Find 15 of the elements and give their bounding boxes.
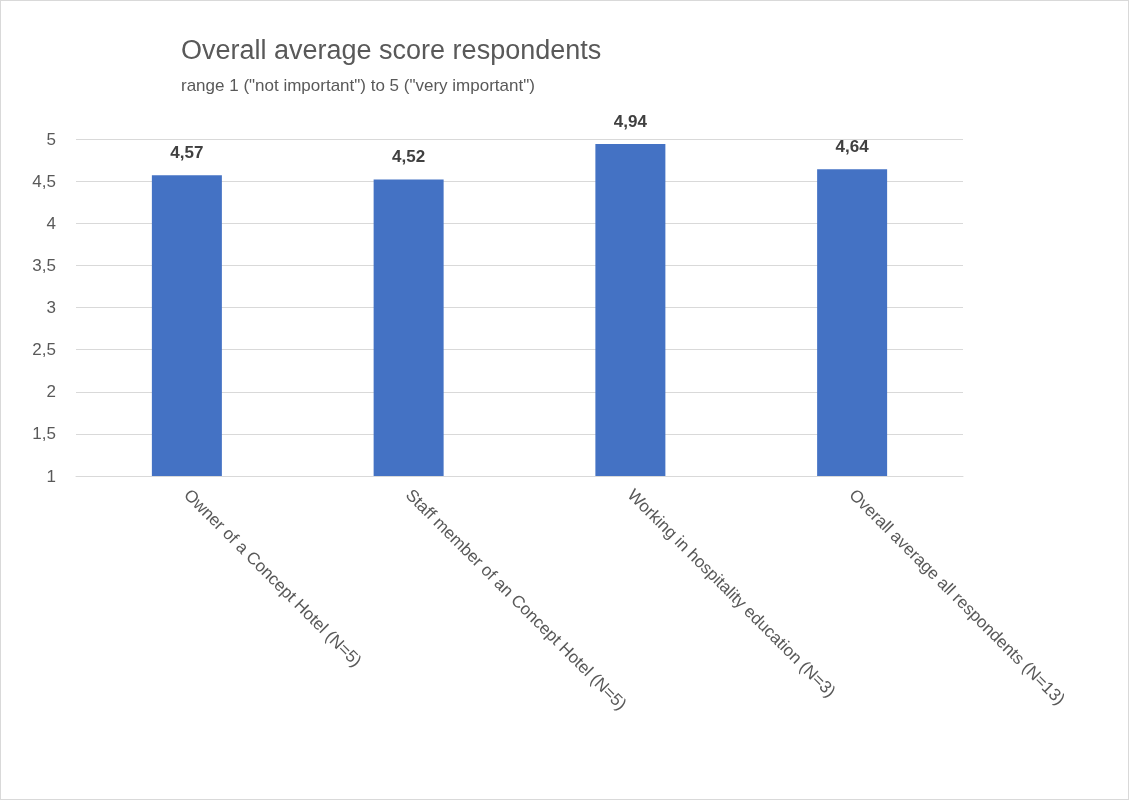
data-label: 4,57 [170,143,204,163]
chart-title: Overall average score respondents [181,34,602,65]
y-tick-label: 2 [46,382,56,402]
chart-subtitle: range 1 ("not important") to 5 ("very important") [181,76,535,95]
y-tick-label: 3,5 [32,255,56,275]
y-tick-label: 1,5 [32,424,56,444]
y-tick-label: 5 [46,129,56,149]
y-tick-label: 2,5 [32,340,56,360]
data-label: 4,64 [835,137,870,157]
data-label: 4,52 [392,147,426,167]
y-tick-label: 4 [46,213,56,233]
y-tick-label: 1 [46,466,56,486]
y-tick-label: 4,5 [32,171,56,191]
y-tick-label: 3 [46,298,56,317]
data-label: 4,94 [613,112,648,132]
